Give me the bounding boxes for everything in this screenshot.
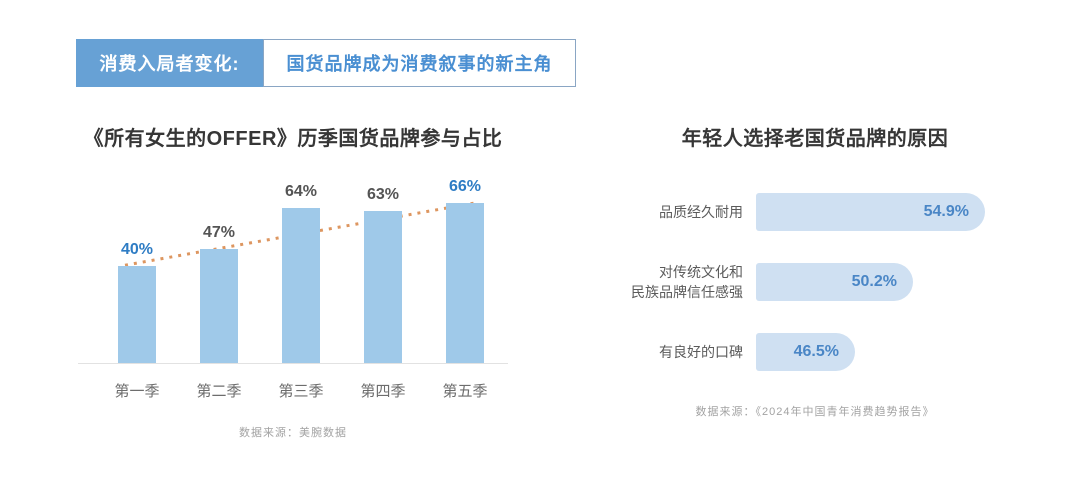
season-chart-source: 数据来源：美腕数据 — [239, 427, 347, 439]
header-tag-title: 国货品牌成为消费叙事的新主角 — [263, 39, 576, 87]
reason-bar: 54.9% — [756, 193, 985, 231]
season-bar-value: 63% — [366, 186, 400, 203]
season-bar-value: 64% — [284, 183, 318, 200]
reason-category-label: 对传统文化和 民族品牌信任感强 — [631, 263, 743, 300]
season-bar — [282, 208, 320, 363]
reasons-rows: 品质经久耐用 54.9% 对传统文化和 民族品牌信任感强 50.2% 有良好的口碑 46.5… — [615, 193, 1015, 371]
season-bar — [118, 266, 156, 363]
reason-row: 有良好的口碑 46.5% — [615, 333, 1015, 371]
season-x-label: 第一季 — [114, 383, 160, 400]
reason-category-label: 品质经久耐用 — [659, 203, 743, 220]
season-bar-value: 66% — [448, 178, 482, 195]
header-tag-label: 消费入局者变化: — [76, 39, 263, 87]
season-bar-chart: 《所有女生的OFFER》历季国货品牌参与占比 40% 47% 64% 63% 66% 第… — [78, 122, 508, 440]
reason-bar: 46.5% — [756, 333, 855, 371]
reasons-chart-title: 年轻人选择老国货品牌的原因 — [681, 128, 949, 150]
season-bar — [364, 211, 402, 363]
reason-bar-value: 50.2% — [851, 273, 897, 290]
season-x-axis: 第一季 第二季 第三季 第四季 第五季 — [78, 374, 508, 400]
reason-row: 品质经久耐用 54.9% — [615, 193, 1015, 231]
reason-bar-value: 54.9% — [923, 203, 969, 220]
reason-bar-zone: 54.9% — [756, 193, 1015, 231]
reason-row: 对传统文化和 民族品牌信任感强 50.2% — [615, 263, 1015, 301]
season-bar-value: 47% — [202, 224, 236, 241]
reason-bar-value: 46.5% — [793, 343, 839, 360]
season-x-label: 第五季 — [442, 383, 488, 400]
reason-category-label: 有良好的口碑 — [659, 343, 743, 360]
season-x-label: 第二季 — [196, 383, 242, 400]
season-bar-value: 40% — [120, 241, 154, 258]
season-x-label: 第四季 — [360, 383, 406, 400]
reasons-chart-source: 数据来源：《2024年中国青年消费趋势报告》 — [695, 406, 935, 418]
season-chart-plot: 40% 47% 64% 63% 66% — [78, 178, 508, 364]
season-chart-title: 《所有女生的OFFER》历季国货品牌参与占比 — [83, 128, 503, 150]
reason-bar: 50.2% — [756, 263, 913, 301]
reason-bar-zone: 46.5% — [756, 333, 1015, 371]
season-x-label: 第三季 — [278, 383, 324, 400]
season-bar — [446, 203, 484, 363]
reasons-bar-chart: 年轻人选择老国货品牌的原因 品质经久耐用 54.9% 对传统文化和 民族品牌信任感强 5… — [615, 122, 1015, 419]
header-tag: 消费入局者变化: 国货品牌成为消费叙事的新主角 — [76, 39, 576, 87]
reason-bar-zone: 50.2% — [756, 263, 1015, 301]
season-bar — [200, 249, 238, 363]
